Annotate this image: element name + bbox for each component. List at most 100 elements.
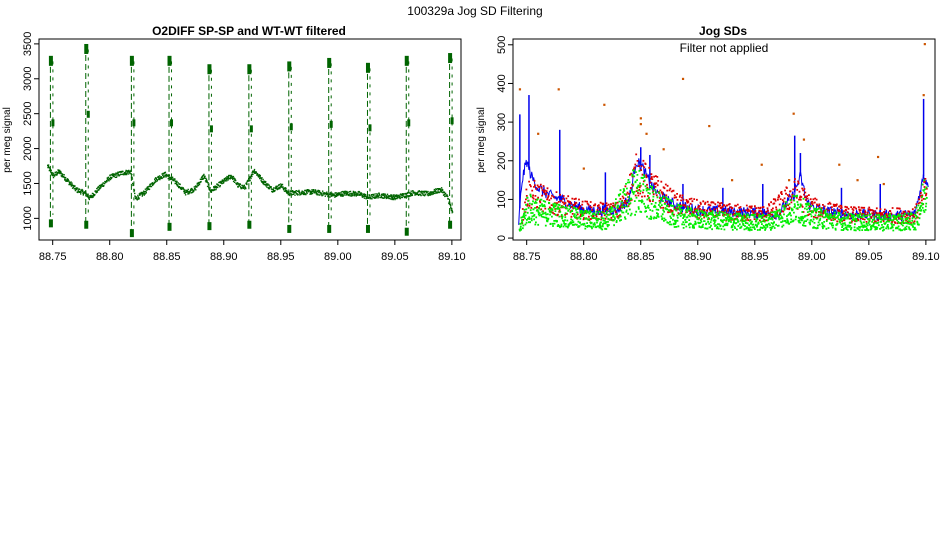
- left-panel: O2DIFF SP-SP and WT-WT filtered 88.75 88.…: [2, 24, 466, 263]
- o2diff-spike-bottom: [247, 220, 252, 229]
- o2diff-spike-top: [207, 64, 212, 75]
- jog-sd-outlier-point: [582, 167, 585, 170]
- o2diff-spike: [129, 55, 136, 238]
- y-tick-label: 400: [496, 74, 508, 92]
- x-tick-label: 89.10: [438, 251, 466, 263]
- jog-sd-outlier-point: [730, 179, 734, 182]
- o2diff-spike-bottom: [327, 224, 332, 233]
- right-chart-title: Jog SDs: [699, 24, 747, 38]
- o2diff-baseline-points: [47, 164, 454, 213]
- o2diff-spike: [287, 61, 293, 233]
- o2diff-spike-top: [167, 55, 172, 66]
- left-plot-area: [47, 43, 454, 238]
- jog-sd-outlier-point: [662, 148, 665, 151]
- jog-sd-green-points: [518, 169, 928, 232]
- jog-sd-outlier-point: [856, 179, 859, 182]
- figure-suptitle: 100329a Jog SD Filtering: [407, 4, 542, 18]
- o2diff-spike: [404, 55, 411, 236]
- o2diff-spike-mid: [51, 119, 55, 127]
- jog-sd-outlier-point: [518, 88, 522, 91]
- o2diff-spike-mid: [368, 124, 372, 132]
- o2diff-spike: [365, 62, 372, 233]
- o2diff-spike-mid: [407, 119, 411, 127]
- left-chart-title: O2DIFF SP-SP and WT-WT filtered: [152, 24, 346, 38]
- right-plot-area: [518, 43, 929, 232]
- jog-sd-outlier-point: [922, 94, 925, 97]
- jog-sd-outlier-point: [537, 132, 540, 135]
- o2diff-spike-top: [327, 57, 332, 68]
- left-plot-frame: [38, 38, 462, 241]
- o2diff-spike-bottom: [207, 222, 212, 231]
- y-tick-label: 1000: [22, 206, 34, 230]
- x-tick-label: 89.00: [324, 251, 352, 263]
- jog-sd-outlier-point: [557, 88, 560, 91]
- o2diff-spike-top: [84, 43, 89, 54]
- left-x-axis: 88.75 88.80 88.85 88.90 88.95 89.00 89.05 89.10: [39, 240, 466, 263]
- o2diff-spike: [247, 64, 253, 229]
- o2diff-spike-mid: [132, 119, 136, 127]
- x-tick-label: 88.90: [684, 251, 712, 263]
- y-tick-label: 2000: [22, 136, 34, 160]
- y-tick-label: 100: [496, 190, 508, 208]
- jog-sd-outlier-point: [876, 155, 880, 159]
- right-panel: Jog SDs Filter not applied 88.75 88.80 88.…: [476, 24, 940, 263]
- jog-sd-outlier-point: [792, 112, 795, 115]
- jog-sd-outlier-point: [639, 123, 642, 126]
- o2diff-spike-mid: [329, 120, 333, 128]
- jog-sd-outlier-point: [923, 43, 926, 46]
- o2diff-spike: [84, 43, 90, 229]
- o2diff-spike: [207, 64, 213, 231]
- jog-sd-outlier-point: [681, 77, 685, 81]
- jog-sd-outlier-point: [788, 179, 791, 182]
- x-tick-label: 89.10: [912, 251, 940, 263]
- right-plot-frame: [512, 38, 936, 241]
- o2diff-spike-top: [129, 55, 134, 66]
- x-tick-label: 88.75: [39, 251, 67, 263]
- o2diff-spike-mid: [86, 110, 90, 118]
- jog-sd-outlier-point: [838, 163, 841, 166]
- x-tick-label: 88.95: [741, 251, 769, 263]
- o2diff-spike-mid: [450, 117, 454, 125]
- x-tick-label: 88.85: [153, 251, 181, 263]
- x-tick-label: 89.05: [381, 251, 409, 263]
- o2diff-spike-bottom: [167, 222, 172, 231]
- o2diff-spike: [327, 57, 333, 233]
- o2diff-spike-bottom: [84, 220, 89, 229]
- o2diff-spike: [448, 53, 454, 229]
- o2diff-spike-bottom: [129, 229, 134, 238]
- y-tick-label: 3000: [22, 67, 34, 91]
- y-tick-label: 200: [496, 152, 508, 170]
- o2diff-spike-mid: [249, 125, 253, 133]
- o2diff-spike-top: [404, 55, 409, 66]
- y-tick-label: 2500: [22, 101, 34, 125]
- o2diff-spike-bottom: [448, 220, 453, 229]
- x-tick-label: 89.05: [855, 251, 883, 263]
- o2diff-spike-bottom: [48, 219, 53, 228]
- y-tick-label: 3500: [22, 32, 34, 56]
- jog-sd-outlier-point: [639, 117, 642, 120]
- y-tick-label: 0: [496, 235, 508, 241]
- right-y-axis-label: per meg signal: [476, 107, 487, 173]
- jog-sd-outlier-point: [708, 124, 711, 128]
- o2diff-spike-mid: [170, 119, 174, 127]
- filter-status-annotation: Filter not applied: [680, 41, 769, 55]
- x-tick-label: 89.00: [798, 251, 826, 263]
- right-x-axis: 88.75 88.80 88.85 88.90 88.95 89.00 89.05 89.10: [513, 240, 940, 263]
- o2diff-spike-bottom: [287, 224, 292, 233]
- jog-sd-outlier-point: [603, 103, 606, 106]
- jog-sd-outlier-point: [882, 182, 885, 186]
- o2diff-spike-top: [247, 64, 252, 75]
- x-tick-label: 88.80: [570, 251, 598, 263]
- jog-sd-outlier-point: [760, 163, 763, 166]
- left-y-axis: 1000 1500 2000 2500 3000 3500: [22, 32, 39, 231]
- right-y-axis: 0 100 200 300 400 500: [496, 36, 513, 241]
- o2diff-spike-mid: [289, 123, 293, 131]
- y-tick-label: 500: [496, 36, 508, 54]
- x-tick-label: 88.95: [267, 251, 295, 263]
- x-tick-label: 88.85: [627, 251, 655, 263]
- o2diff-spike-mid: [209, 125, 213, 133]
- o2diff-spike-bottom: [365, 224, 370, 233]
- o2diff-spike-top: [48, 55, 53, 66]
- o2diff-spike: [48, 55, 55, 228]
